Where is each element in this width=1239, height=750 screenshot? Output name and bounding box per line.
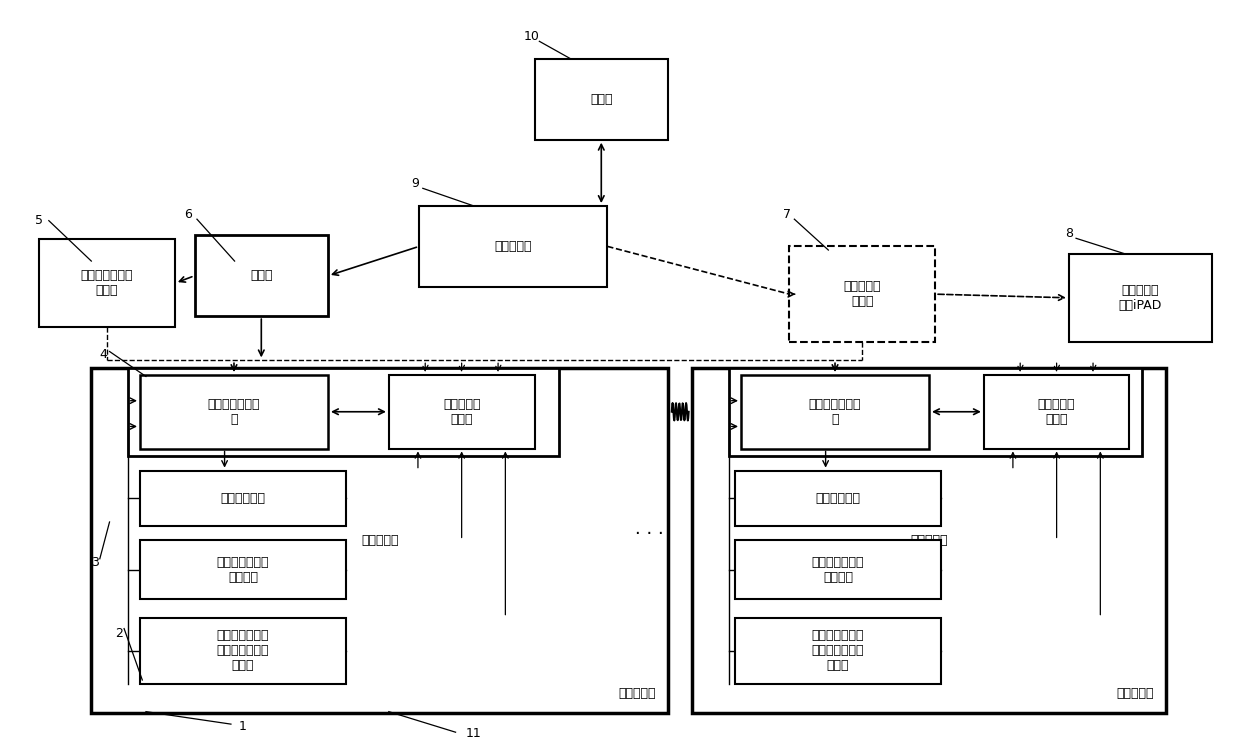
Text: 局放监测装置: 局放监测装置: [221, 491, 265, 505]
FancyBboxPatch shape: [419, 206, 607, 286]
Text: 无线数据通
讯设备: 无线数据通 讯设备: [442, 398, 481, 426]
FancyBboxPatch shape: [693, 368, 1166, 713]
Text: 6: 6: [185, 209, 192, 221]
Text: 无线数据通
讯设备: 无线数据通 讯设备: [1038, 398, 1075, 426]
Text: 断路器机械特性
监测装置: 断路器机械特性 监测装置: [812, 556, 865, 584]
FancyBboxPatch shape: [140, 375, 328, 448]
FancyBboxPatch shape: [92, 368, 668, 713]
Text: 现场智能柜: 现场智能柜: [1116, 687, 1154, 700]
FancyBboxPatch shape: [1069, 254, 1212, 342]
Text: 智能监测集成装
置: 智能监测集成装 置: [809, 398, 861, 426]
Text: 局放监测装置: 局放监测装置: [815, 491, 861, 505]
FancyBboxPatch shape: [128, 368, 559, 456]
FancyBboxPatch shape: [984, 375, 1130, 448]
Text: 智能监测集成装
置: 智能监测集成装 置: [208, 398, 260, 426]
Text: 便携式笔记
本、iPAD: 便携式笔记 本、iPAD: [1119, 284, 1162, 312]
Text: 交换机: 交换机: [250, 269, 273, 282]
Text: 4: 4: [99, 348, 108, 361]
FancyBboxPatch shape: [40, 239, 175, 327]
Text: 3: 3: [90, 556, 99, 569]
Text: 现场智能柜: 现场智能柜: [618, 687, 655, 700]
Text: 8: 8: [1064, 227, 1073, 241]
Text: 2: 2: [115, 627, 123, 640]
Text: 断路器机械特性
监测装置: 断路器机械特性 监测装置: [217, 556, 269, 584]
FancyBboxPatch shape: [729, 368, 1141, 456]
Text: 容性设备、金属
氧化锌避雷器监
测装置: 容性设备、金属 氧化锌避雷器监 测装置: [217, 629, 269, 672]
FancyBboxPatch shape: [735, 540, 942, 599]
Text: 10: 10: [524, 31, 540, 44]
Text: 9: 9: [411, 178, 420, 190]
Text: 现场智能柜: 现场智能柜: [361, 534, 399, 547]
FancyBboxPatch shape: [735, 470, 942, 526]
FancyBboxPatch shape: [140, 470, 346, 526]
Text: 现场智能柜: 现场智能柜: [911, 534, 948, 547]
Text: 容性设备、金属
氧化锌避雷器监
测装置: 容性设备、金属 氧化锌避雷器监 测装置: [812, 629, 865, 672]
Text: 7: 7: [783, 209, 790, 221]
Text: . . .: . . .: [636, 520, 664, 538]
FancyBboxPatch shape: [534, 59, 668, 140]
Text: 11: 11: [466, 728, 482, 740]
FancyBboxPatch shape: [741, 375, 929, 448]
Text: 红外测温在线监
测装置: 红外测温在线监 测装置: [81, 269, 134, 297]
FancyBboxPatch shape: [140, 617, 346, 684]
FancyBboxPatch shape: [140, 540, 346, 599]
Text: 无线数据通
讯设备: 无线数据通 讯设备: [844, 280, 881, 308]
Text: 1: 1: [239, 720, 247, 733]
FancyBboxPatch shape: [195, 236, 328, 316]
Text: 5: 5: [35, 214, 43, 227]
Text: 子站服务器: 子站服务器: [494, 240, 532, 253]
Text: 工作站: 工作站: [590, 93, 612, 106]
FancyBboxPatch shape: [789, 246, 935, 342]
FancyBboxPatch shape: [735, 617, 942, 684]
FancyBboxPatch shape: [389, 375, 534, 448]
